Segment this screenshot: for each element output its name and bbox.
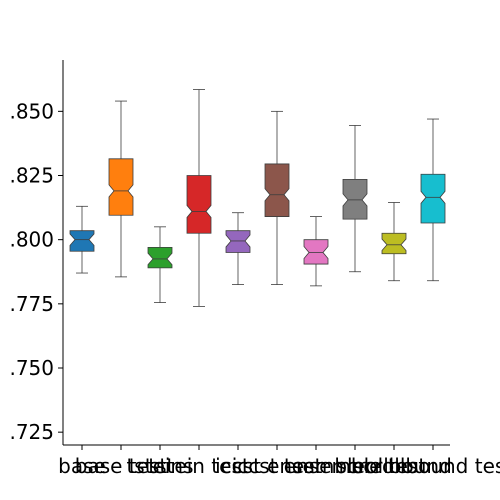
box-body — [264, 163, 290, 217]
box-base-test — [108, 100, 134, 278]
box-body — [69, 230, 95, 252]
box-ensemble-test — [342, 125, 368, 273]
box-tsteins — [147, 226, 173, 303]
y-tick-label: .775 — [9, 292, 54, 316]
x-tick-label: ensemble test — [284, 454, 427, 478]
y-tick-label: .800 — [9, 228, 54, 252]
x-tick-label: iccst — [215, 454, 261, 478]
box-iccst — [225, 212, 251, 285]
x-tick-label: ensemble — [267, 454, 365, 478]
box-body — [186, 175, 212, 234]
x-tick-label: base test — [75, 454, 168, 478]
x-tick-label: tstein test — [148, 454, 250, 478]
y-tick-label: .725 — [9, 420, 54, 444]
box-body — [420, 173, 446, 224]
y-tick-label: .750 — [9, 356, 54, 380]
box-ensemble — [303, 216, 329, 287]
box-tstein-test — [186, 89, 212, 307]
box-scrollbound — [381, 202, 407, 282]
box-body — [108, 158, 134, 216]
y-tick-label: .825 — [9, 164, 54, 188]
boxes-layer — [69, 89, 446, 307]
box-body — [342, 178, 368, 220]
y-axis: .725 .750 .775 .800 .825 .850 — [9, 60, 64, 445]
x-tick-label: scrollbound — [336, 454, 452, 478]
x-tick-label: base — [58, 454, 106, 478]
box-body — [381, 232, 407, 255]
x-tick-label: tsteins — [126, 454, 193, 478]
box-scrollbound-test — [420, 118, 446, 282]
box-body — [225, 230, 251, 253]
x-tick-label: scrollbound test — [353, 454, 500, 478]
box-body — [303, 239, 329, 265]
box-body — [147, 246, 173, 269]
box-base — [69, 205, 95, 274]
x-tick-label: iccst test — [232, 454, 323, 478]
y-tick-label: .850 — [9, 99, 54, 123]
box-iccst-test — [264, 110, 290, 285]
